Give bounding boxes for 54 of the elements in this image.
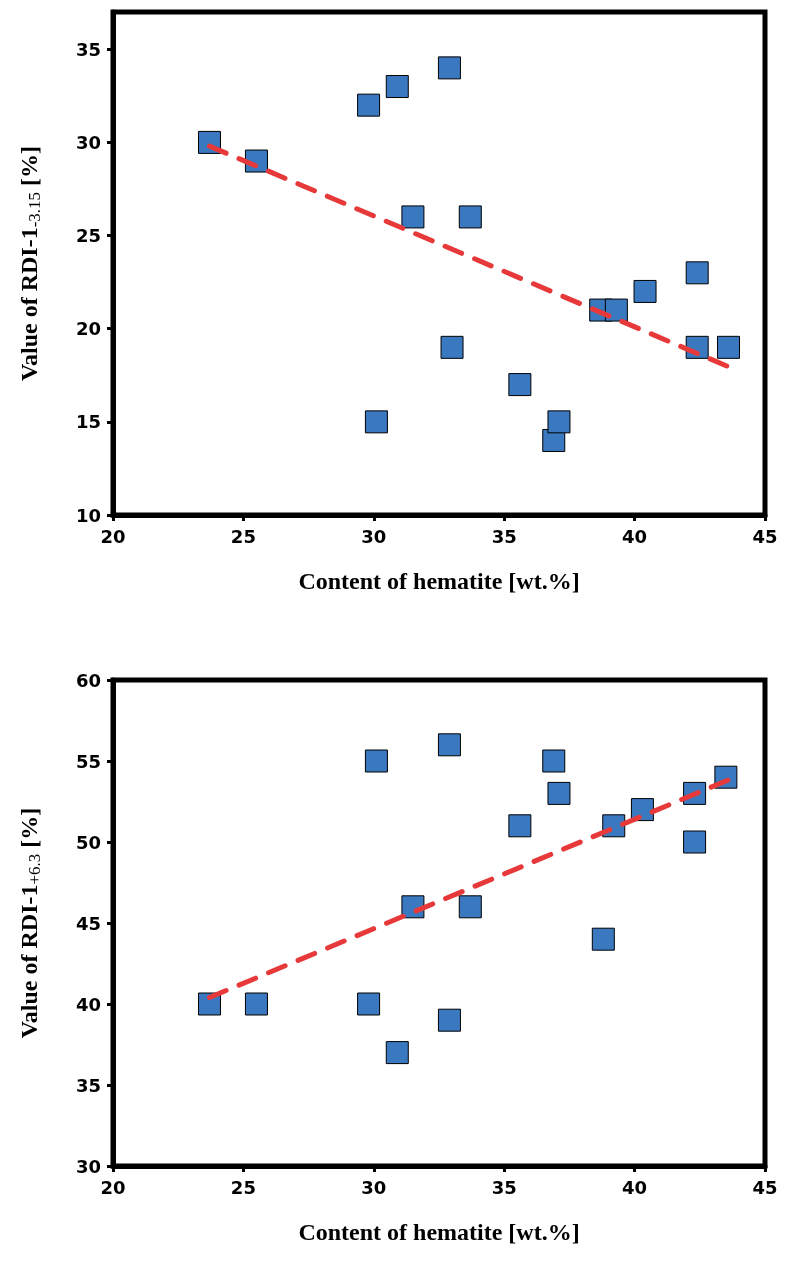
- point: [385, 1041, 409, 1065]
- y-tick-label: 35: [75, 1074, 101, 1096]
- point: [437, 733, 461, 757]
- point: [542, 749, 566, 773]
- y-tick-label: 55: [75, 750, 101, 772]
- point: [604, 298, 628, 322]
- point: [437, 1008, 461, 1032]
- y-axis-title: Value of RDI-1-3.15 [%]: [15, 145, 44, 382]
- point: [508, 373, 532, 397]
- x-tick-label: 45: [752, 1176, 778, 1198]
- x-tick-label: 20: [100, 525, 126, 547]
- point: [716, 335, 740, 359]
- point: [364, 410, 388, 434]
- point: [401, 205, 425, 229]
- x-tick-label: 25: [230, 525, 256, 547]
- y-tick-label: 40: [75, 993, 101, 1015]
- point: [385, 75, 409, 99]
- point: [685, 261, 709, 285]
- y-tick-label: 45: [75, 912, 101, 934]
- x-tick-label: 45: [752, 525, 778, 547]
- y-tick-label: 20: [75, 318, 101, 340]
- point: [440, 335, 464, 359]
- x-tick-label: 30: [361, 525, 387, 547]
- point: [633, 279, 657, 303]
- y-axis-title: Value of RDI-1+6.3 [%]: [15, 807, 44, 1039]
- y-tick-label: 10: [75, 504, 101, 526]
- x-axis-title: Content of hematite [wt.%]: [298, 1219, 580, 1245]
- y-tick-label: 35: [75, 38, 101, 60]
- x-axis-title: Content of hematite [wt.%]: [298, 568, 580, 594]
- y-tick-label: 30: [75, 1155, 101, 1177]
- x-tick-label: 35: [491, 1176, 517, 1198]
- point: [683, 830, 707, 854]
- x-tick-label: 25: [230, 1176, 256, 1198]
- y-tick-label: 25: [75, 225, 101, 247]
- point: [458, 205, 482, 229]
- point: [364, 749, 388, 773]
- point: [591, 927, 615, 951]
- point: [508, 814, 532, 838]
- point: [437, 56, 461, 80]
- point: [547, 781, 571, 805]
- y-tick-label: 50: [75, 831, 101, 853]
- point: [458, 895, 482, 919]
- x-tick-label: 40: [622, 1176, 648, 1198]
- y-tick-label: 30: [75, 131, 101, 153]
- y-tick-label: 15: [75, 411, 101, 433]
- x-tick-label: 40: [622, 525, 648, 547]
- x-tick-label: 30: [361, 1176, 387, 1198]
- x-tick-label: 20: [100, 1176, 126, 1198]
- y-tick-label: 60: [75, 669, 101, 691]
- x-tick-label: 35: [491, 525, 517, 547]
- point: [244, 992, 268, 1016]
- point: [357, 992, 381, 1016]
- point: [357, 93, 381, 117]
- point: [547, 410, 571, 434]
